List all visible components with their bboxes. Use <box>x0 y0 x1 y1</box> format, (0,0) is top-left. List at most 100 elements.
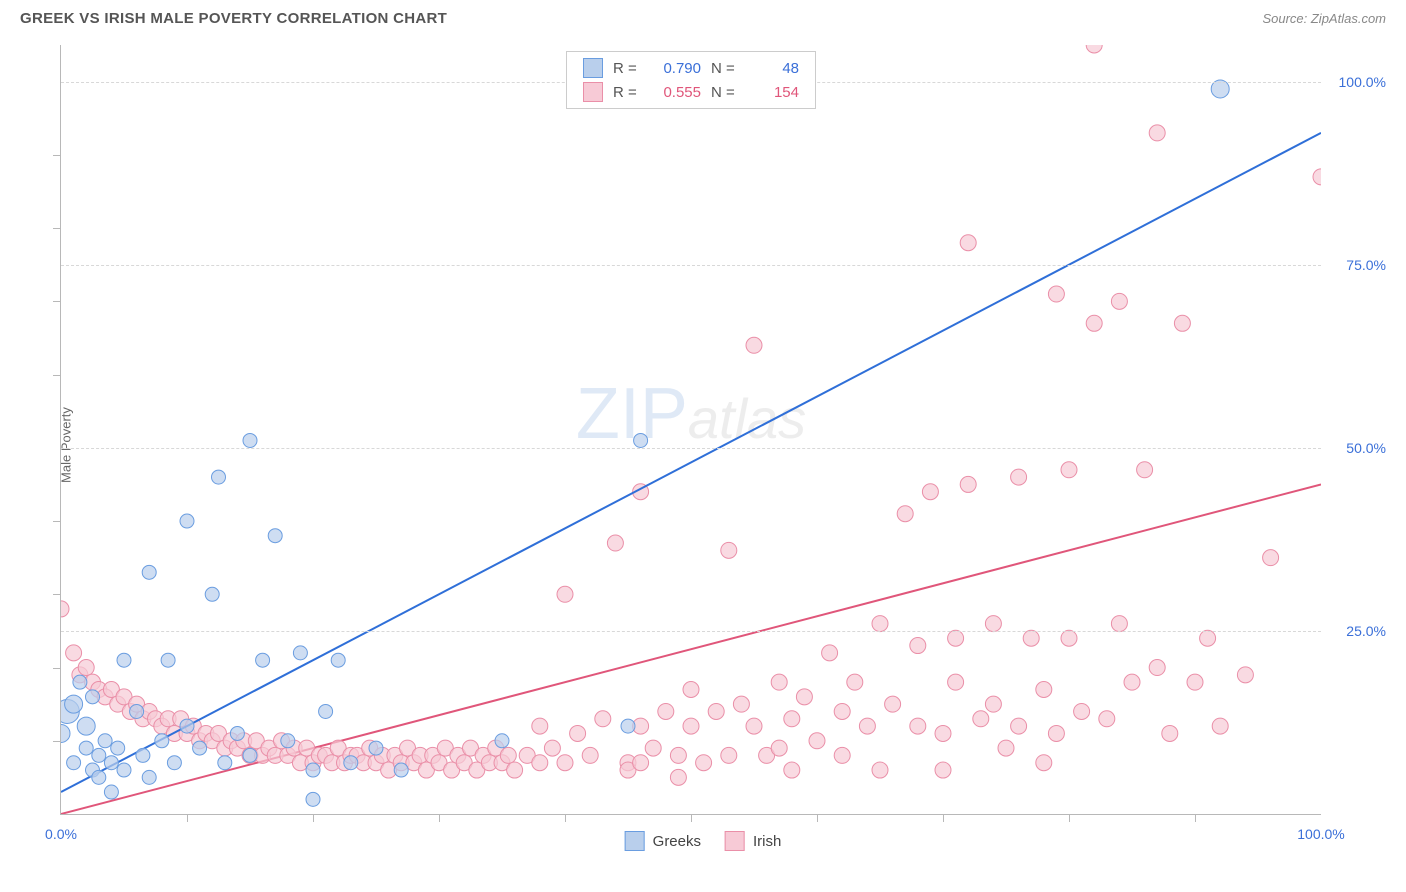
chart-container: GREEK VS IRISH MALE POVERTY CORRELATION … <box>10 10 1396 882</box>
plot-area: ZIPatlas R =0.790N =48R =0.555N =154 25.… <box>60 45 1321 815</box>
irish-point <box>696 755 712 771</box>
irish-point <box>822 645 838 661</box>
irish-point <box>885 696 901 712</box>
legend-n-label: N = <box>711 60 741 77</box>
irish-regression-line <box>61 484 1321 814</box>
irish-point <box>1111 293 1127 309</box>
legend-r-label: R = <box>613 84 643 101</box>
irish-point <box>683 681 699 697</box>
irish-point <box>935 762 951 778</box>
irish-point <box>670 747 686 763</box>
irish-point <box>733 696 749 712</box>
greek-point <box>331 653 345 667</box>
greek-point <box>155 734 169 748</box>
irish-point <box>61 601 69 617</box>
y-tick <box>53 594 61 595</box>
irish-point <box>1149 125 1165 141</box>
gridline <box>61 265 1321 266</box>
greek-point <box>104 785 118 799</box>
irish-point <box>721 747 737 763</box>
irish-point <box>532 755 548 771</box>
irish-point <box>1048 725 1064 741</box>
legend-swatch <box>583 58 603 78</box>
x-tick <box>565 814 566 822</box>
greek-point <box>193 741 207 755</box>
x-tick <box>439 814 440 822</box>
legend-n-value: 154 <box>751 84 799 101</box>
y-tick <box>53 228 61 229</box>
irish-point <box>746 337 762 353</box>
irish-point <box>922 484 938 500</box>
irish-point <box>607 535 623 551</box>
irish-point <box>532 718 548 734</box>
irish-point <box>721 542 737 558</box>
y-tick <box>53 521 61 522</box>
irish-point <box>658 703 674 719</box>
x-tick <box>1195 814 1196 822</box>
legend-swatch <box>725 831 745 851</box>
greek-point <box>167 756 181 770</box>
irish-point <box>872 616 888 632</box>
greek-point <box>77 717 95 735</box>
irish-point <box>784 711 800 727</box>
irish-point <box>544 740 560 756</box>
irish-point <box>1086 315 1102 331</box>
irish-point <box>78 660 94 676</box>
greek-point <box>136 748 150 762</box>
irish-point <box>910 718 926 734</box>
y-tick <box>53 668 61 669</box>
irish-point <box>948 674 964 690</box>
irish-point <box>66 645 82 661</box>
greek-point <box>161 653 175 667</box>
irish-point <box>1263 550 1279 566</box>
irish-point <box>960 235 976 251</box>
greek-point <box>243 748 257 762</box>
irish-point <box>557 586 573 602</box>
irish-point <box>1036 755 1052 771</box>
legend-series-label: Irish <box>753 833 781 850</box>
greek-point <box>319 704 333 718</box>
legend-series-label: Greeks <box>653 833 701 850</box>
irish-point <box>1149 660 1165 676</box>
x-tick <box>313 814 314 822</box>
chart-title: GREEK VS IRISH MALE POVERTY CORRELATION … <box>20 10 447 27</box>
greek-point <box>306 763 320 777</box>
irish-point <box>784 762 800 778</box>
legend-swatch <box>625 831 645 851</box>
greek-point <box>142 565 156 579</box>
legend-n-label: N = <box>711 84 741 101</box>
greek-point <box>98 734 112 748</box>
irish-point <box>998 740 1014 756</box>
greek-point <box>268 529 282 543</box>
greek-point <box>344 756 358 770</box>
y-tick-label: 75.0% <box>1346 257 1386 273</box>
x-tick-label: 0.0% <box>45 826 77 842</box>
x-tick <box>817 814 818 822</box>
y-tick-label: 50.0% <box>1346 440 1386 456</box>
irish-point <box>985 696 1001 712</box>
greek-point <box>92 770 106 784</box>
gridline <box>61 631 1321 632</box>
greek-point <box>92 748 106 762</box>
irish-point <box>1212 718 1228 734</box>
irish-point <box>985 616 1001 632</box>
irish-point <box>796 689 812 705</box>
legend-corr-row: R =0.555N =154 <box>583 80 799 104</box>
x-tick <box>187 814 188 822</box>
greek-point <box>67 756 81 770</box>
irish-point <box>507 762 523 778</box>
scatter-canvas <box>61 45 1321 814</box>
greek-point <box>205 587 219 601</box>
greek-point <box>180 514 194 528</box>
greek-point <box>117 763 131 777</box>
irish-point <box>633 755 649 771</box>
y-tick <box>53 301 61 302</box>
irish-point <box>910 638 926 654</box>
legend-swatch <box>583 82 603 102</box>
greek-point <box>230 726 244 740</box>
irish-point <box>670 769 686 785</box>
irish-point <box>1086 45 1102 53</box>
greek-point <box>634 433 648 447</box>
gridline <box>61 448 1321 449</box>
greek-point <box>495 734 509 748</box>
